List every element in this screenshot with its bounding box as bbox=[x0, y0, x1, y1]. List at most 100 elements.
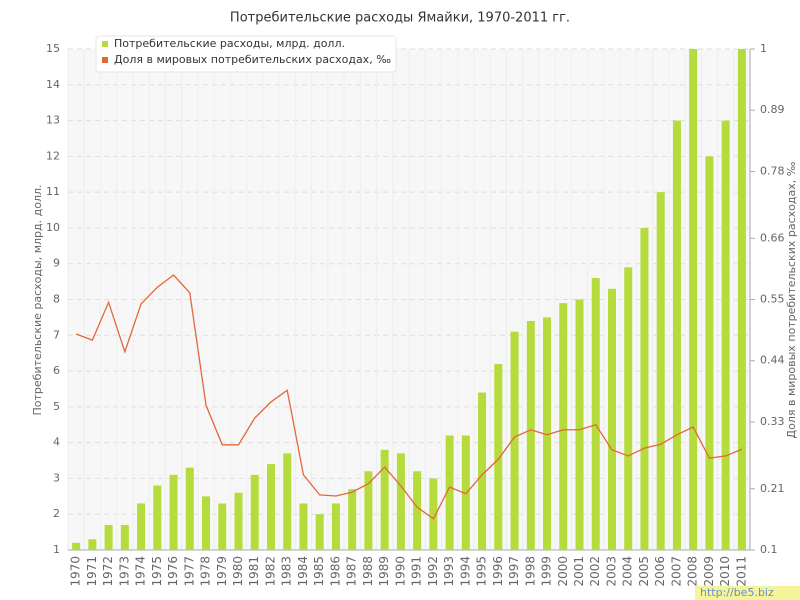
bar bbox=[607, 288, 616, 550]
x-tick-label: 2008 bbox=[686, 556, 700, 587]
bar bbox=[72, 542, 81, 550]
y-tick-label: 6 bbox=[53, 364, 60, 377]
bar bbox=[559, 303, 568, 550]
bar bbox=[299, 503, 308, 550]
x-tick-label: 1972 bbox=[101, 556, 115, 587]
x-tick-label: 2011 bbox=[734, 556, 748, 587]
x-tick-label: 1979 bbox=[215, 556, 229, 587]
y2-tick-label: 0.44 bbox=[760, 354, 785, 367]
bar bbox=[689, 49, 698, 550]
chart-title: Потребительские расходы Ямайки, 1970-201… bbox=[230, 11, 570, 26]
bar bbox=[234, 492, 243, 550]
legend: Потребительские расходы, млрд. долл. Доля… bbox=[95, 35, 397, 73]
y-tick-label: 1 bbox=[53, 543, 60, 556]
legend-label: Доля в мировых потребительских расходах,… bbox=[114, 53, 391, 66]
x-tick-label: 1980 bbox=[231, 556, 245, 587]
y2-tick-label: 0.33 bbox=[760, 415, 785, 428]
x-tick-label: 1973 bbox=[117, 556, 131, 587]
bar bbox=[185, 467, 194, 550]
y-tick-label: 15 bbox=[46, 42, 60, 55]
y2-axis-label: Доля в мировых потребительских расходах,… bbox=[785, 161, 798, 438]
bar bbox=[543, 317, 552, 550]
bar bbox=[104, 524, 113, 550]
bar bbox=[510, 331, 519, 550]
legend-swatch bbox=[102, 41, 108, 47]
x-tick-label: 1981 bbox=[247, 556, 261, 587]
x-tick-label: 1995 bbox=[475, 556, 489, 587]
legend-label: Потребительские расходы, млрд. долл. bbox=[114, 37, 345, 50]
y-tick-label: 9 bbox=[53, 257, 60, 270]
bar bbox=[591, 278, 600, 550]
y2-tick-label: 0.1 bbox=[760, 543, 778, 556]
x-tick-label: 1974 bbox=[134, 556, 148, 587]
bar bbox=[721, 120, 730, 551]
y2-tick-label: 0.78 bbox=[760, 164, 785, 177]
x-tick-label: 1977 bbox=[182, 556, 196, 587]
bar bbox=[380, 449, 389, 550]
y-tick-label: 7 bbox=[53, 328, 60, 341]
bar bbox=[656, 192, 665, 550]
bar bbox=[526, 320, 535, 550]
x-tick-label: 1975 bbox=[150, 556, 164, 587]
x-tick-label: 1988 bbox=[361, 556, 375, 587]
x-tick-label: 1971 bbox=[85, 556, 99, 587]
y-tick-label: 8 bbox=[53, 293, 60, 306]
bar bbox=[624, 267, 633, 550]
x-tick-label: 2010 bbox=[718, 556, 732, 587]
x-tick-label: 2003 bbox=[604, 556, 618, 587]
legend-swatch bbox=[102, 57, 108, 63]
y2-tick-label: 1 bbox=[760, 42, 767, 55]
watermark-bg bbox=[695, 586, 800, 600]
x-tick-label: 1993 bbox=[442, 556, 456, 587]
bar bbox=[88, 539, 97, 550]
line bbox=[75, 274, 743, 520]
x-tick-label: 2009 bbox=[702, 556, 716, 587]
y-tick-label: 12 bbox=[46, 149, 60, 162]
bar bbox=[153, 485, 162, 550]
x-tick-label: 1985 bbox=[312, 556, 326, 587]
bar bbox=[364, 471, 373, 550]
x-tick-label: 2007 bbox=[669, 556, 683, 587]
y-tick-label: 5 bbox=[53, 400, 60, 413]
y2-tick-label: 0.21 bbox=[760, 482, 785, 495]
bar bbox=[737, 49, 746, 550]
y2-tick-label: 0.55 bbox=[760, 293, 785, 306]
y-tick-label: 4 bbox=[53, 436, 60, 449]
y-tick-label: 14 bbox=[46, 78, 60, 91]
bar bbox=[331, 503, 340, 550]
y-tick-label: 3 bbox=[53, 471, 60, 484]
bar bbox=[169, 474, 178, 550]
x-tick-label: 1978 bbox=[199, 556, 213, 587]
x-tick-label: 1998 bbox=[523, 556, 537, 587]
x-tick-label: 1983 bbox=[280, 556, 294, 587]
bar bbox=[315, 514, 324, 550]
bar bbox=[250, 474, 259, 550]
x-tick-label: 1982 bbox=[263, 556, 277, 587]
x-tick-label: 2005 bbox=[637, 556, 651, 587]
y2-tick-label: 0.89 bbox=[760, 103, 785, 116]
bar bbox=[218, 503, 227, 550]
bar bbox=[494, 363, 503, 550]
y-tick-label: 11 bbox=[46, 185, 60, 198]
x-tick-label: 2004 bbox=[621, 556, 635, 587]
bar bbox=[705, 156, 714, 550]
x-tick-label: 1997 bbox=[507, 556, 521, 587]
x-tick-label: 1992 bbox=[426, 556, 440, 587]
x-tick-label: 1991 bbox=[410, 556, 424, 587]
x-tick-label: 2002 bbox=[588, 556, 602, 587]
x-tick-label: 2006 bbox=[653, 556, 667, 587]
bar bbox=[478, 392, 487, 550]
x-tick-label: 1999 bbox=[540, 556, 554, 587]
y2-tick-label: 0.66 bbox=[760, 231, 785, 244]
bar bbox=[202, 496, 211, 550]
bar bbox=[640, 227, 649, 550]
x-tick-label: 2000 bbox=[556, 556, 570, 587]
bar bbox=[137, 503, 146, 550]
y-tick-label: 10 bbox=[46, 221, 60, 234]
bar bbox=[283, 453, 292, 550]
y-tick-label: 2 bbox=[53, 507, 60, 520]
bar bbox=[575, 299, 584, 550]
y-axis-label: Потребительские расходы, млрд. долл. bbox=[31, 185, 44, 416]
legend-box bbox=[95, 35, 397, 73]
